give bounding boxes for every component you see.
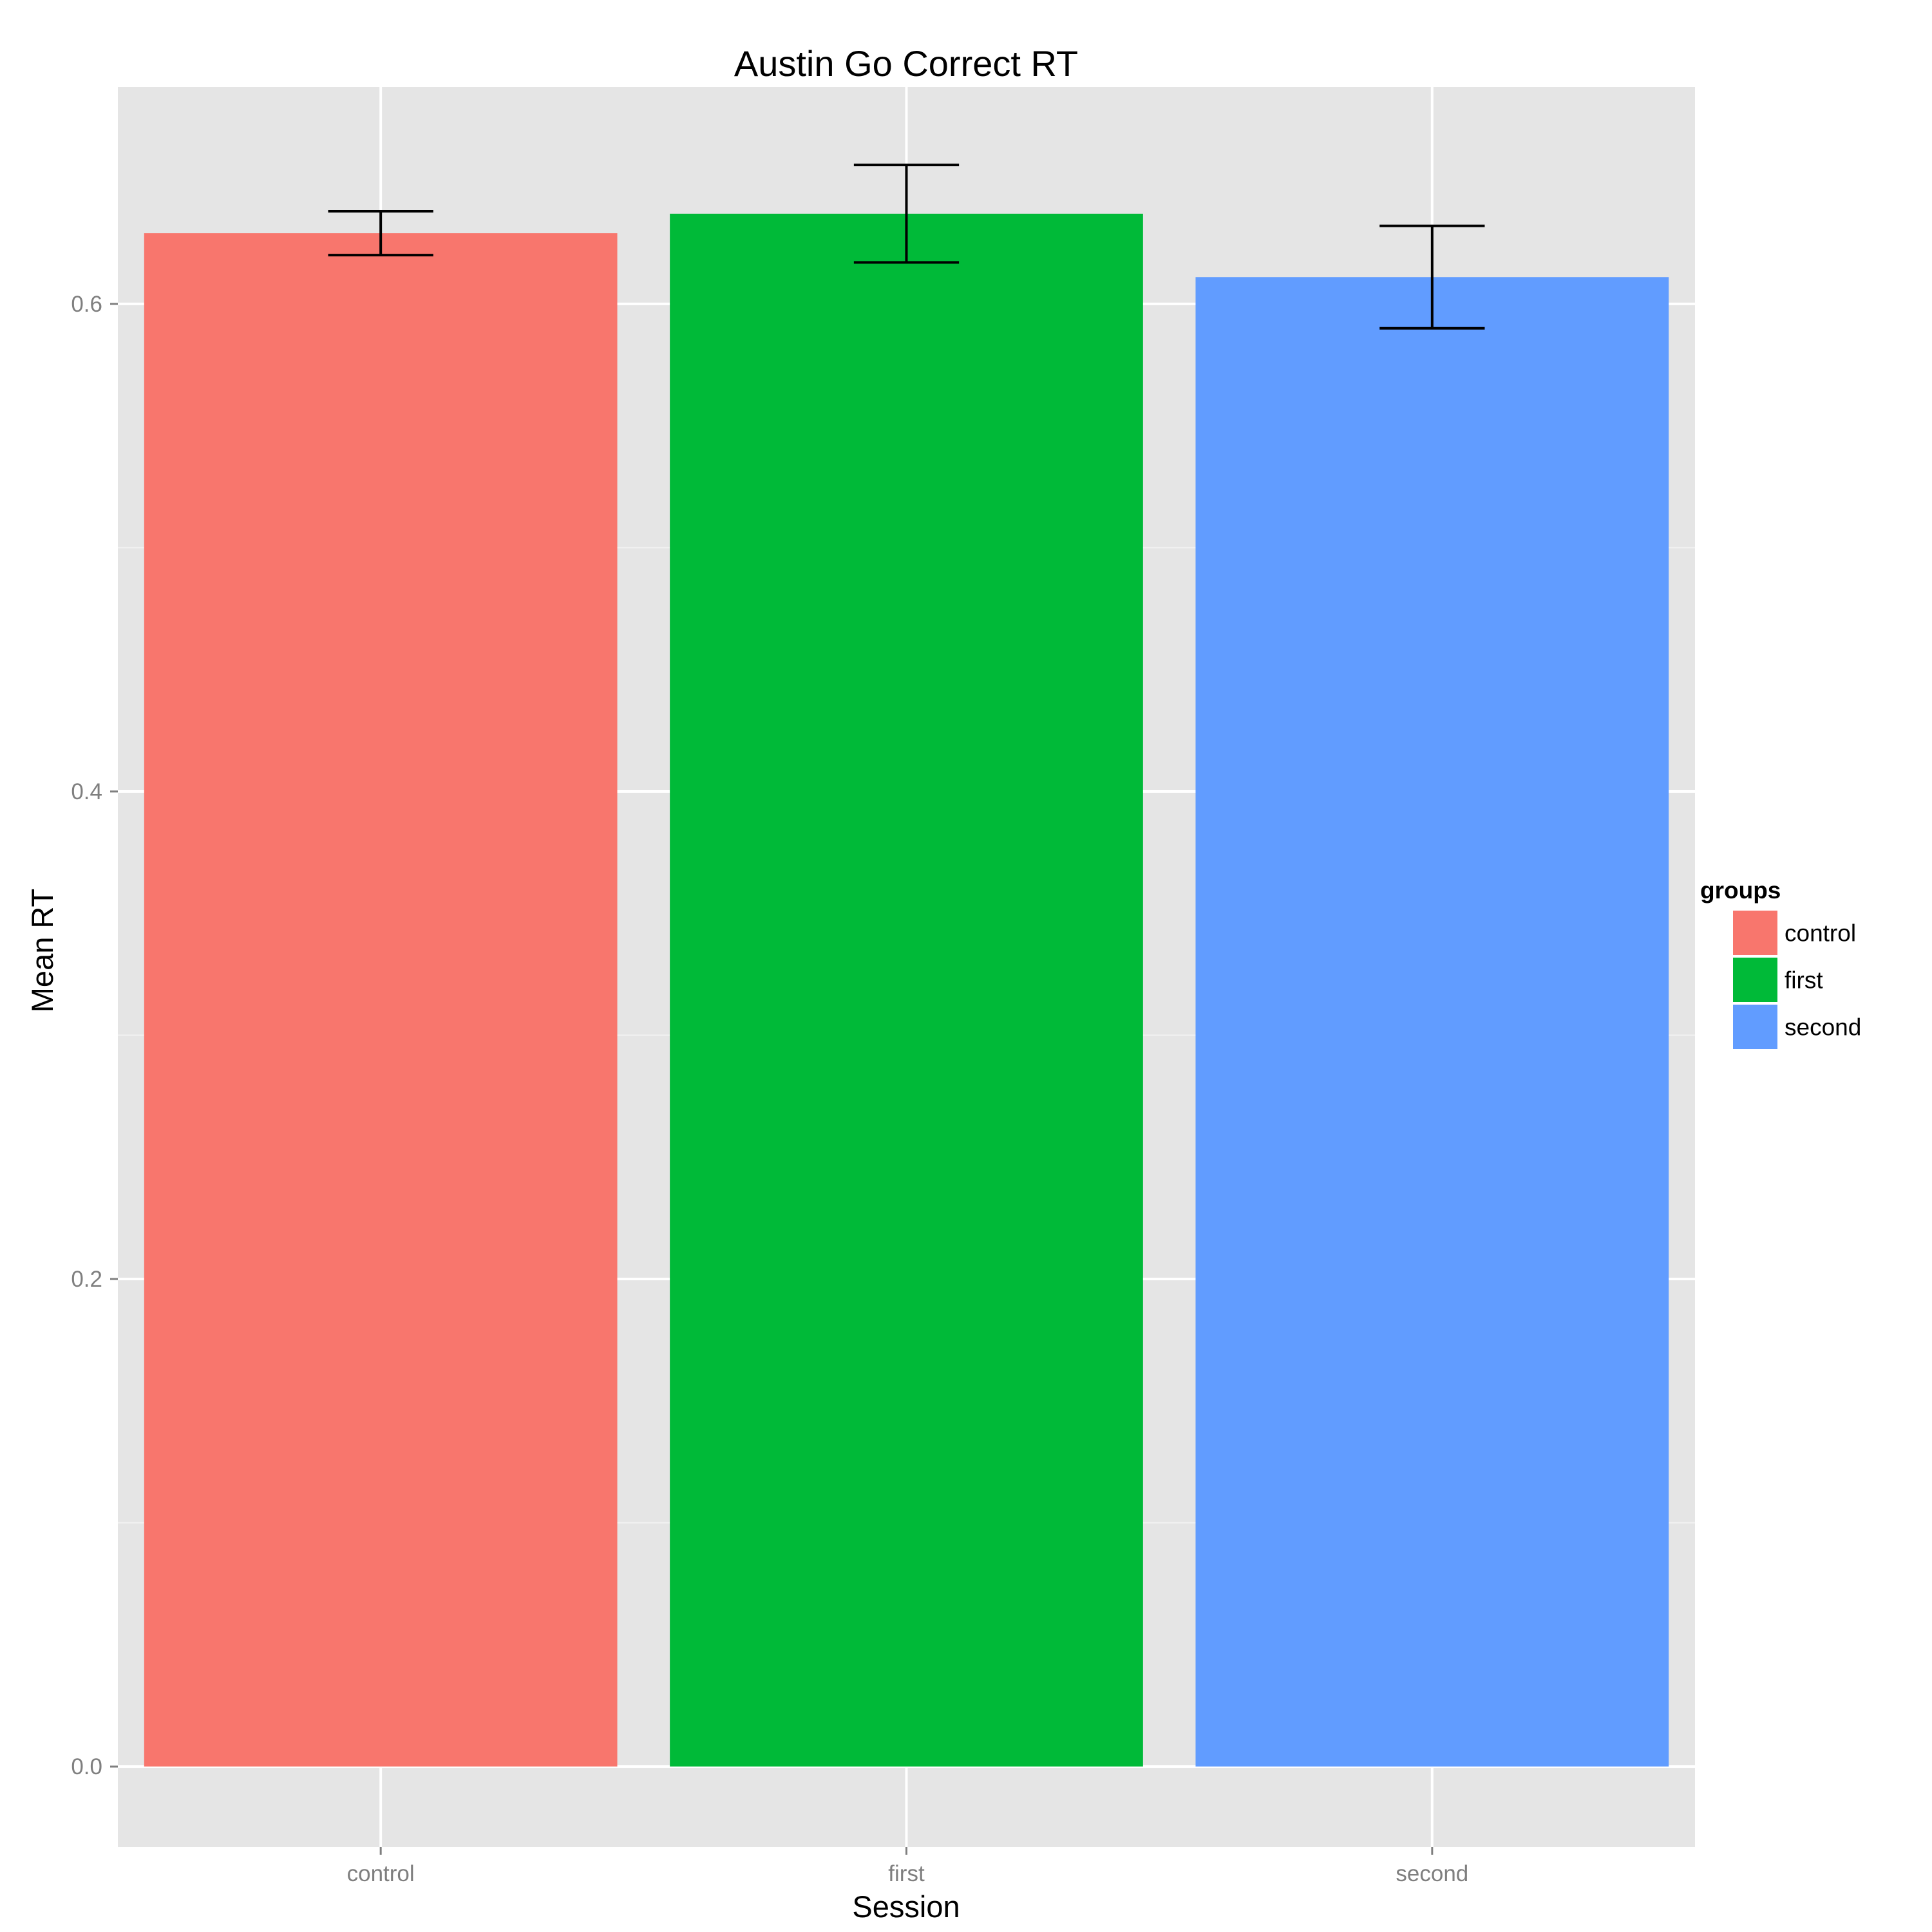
x-axis: control first second bbox=[347, 1847, 1468, 1886]
y-tick-label: 0.2 bbox=[71, 1267, 102, 1292]
y-axis: 0.0 0.2 0.4 0.6 bbox=[71, 292, 118, 1779]
legend: groups control first second bbox=[1700, 877, 1861, 1050]
chart-title: Austin Go Correct RT bbox=[734, 43, 1078, 84]
legend-label-second: second bbox=[1785, 1014, 1861, 1041]
legend-label-first: first bbox=[1785, 967, 1823, 994]
y-tick-label: 0.4 bbox=[71, 779, 102, 804]
y-tick-label: 0.6 bbox=[71, 292, 102, 317]
legend-key-first bbox=[1732, 956, 1779, 1003]
x-tick-label: first bbox=[888, 1861, 925, 1886]
error-bar-second bbox=[1379, 224, 1485, 330]
x-tick-label: control bbox=[347, 1861, 415, 1886]
bars bbox=[144, 213, 1669, 1767]
x-tick-label: second bbox=[1396, 1861, 1468, 1886]
error-bars bbox=[328, 164, 1485, 330]
error-bar-first bbox=[853, 164, 960, 264]
legend-key-second bbox=[1732, 1003, 1779, 1050]
x-axis-title: Session bbox=[852, 1889, 960, 1924]
y-axis-title: Mean RT bbox=[25, 889, 59, 1012]
legend-key-control bbox=[1732, 909, 1779, 956]
bar-first bbox=[670, 213, 1143, 1767]
legend-label-control: control bbox=[1785, 920, 1856, 947]
bar-control bbox=[144, 233, 618, 1767]
error-bar-control bbox=[328, 210, 433, 257]
legend-title: groups bbox=[1700, 877, 1781, 904]
bar-second bbox=[1195, 277, 1669, 1767]
y-tick-label: 0.0 bbox=[71, 1754, 102, 1779]
